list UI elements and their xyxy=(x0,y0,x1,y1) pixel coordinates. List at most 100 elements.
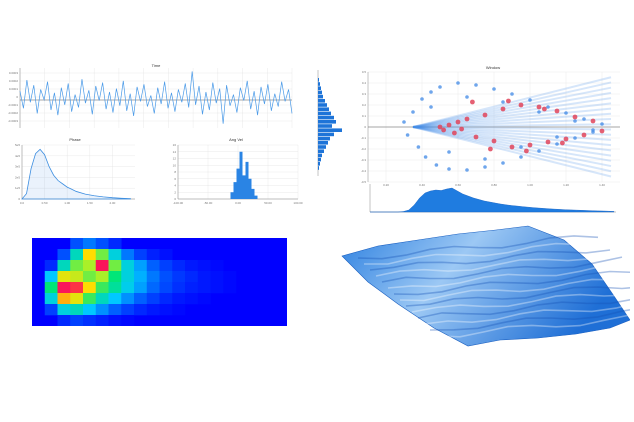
time-chart-ytick-label: -0.0002 xyxy=(8,111,19,115)
horizontal-marginal-density xyxy=(369,184,616,213)
heatmap-cell xyxy=(57,271,71,283)
time-chart-ytick-label: -0.0003 xyxy=(8,119,19,123)
heatmap-cell xyxy=(95,315,109,326)
window-chart-point xyxy=(555,142,559,146)
window-chart-point xyxy=(488,146,493,152)
window-scatter-chart: Window 0.5 0.4 0.3 0.2 0.1 0 -0.1 -0.2 -0.3 -0.4 -… xyxy=(361,65,620,187)
window-chart-point xyxy=(564,111,568,115)
ang-vel-bar xyxy=(248,178,252,199)
heatmap-cell xyxy=(70,249,84,261)
ang-vel-chart-ytick-label: 8 xyxy=(174,170,176,174)
ang-vel-chart-ytick-label: 16 xyxy=(173,143,177,147)
ang-vel-chart-bars xyxy=(230,151,258,199)
heatmap-cell xyxy=(210,271,224,283)
window-chart-xtick-label: 1.00 xyxy=(527,183,533,187)
ang-vel-chart-title: Ang Vel xyxy=(229,137,243,142)
window-chart-streak xyxy=(412,126,612,178)
heatmap-cell xyxy=(108,315,122,326)
time-chart-ytick-label: 0.0001 xyxy=(9,87,19,91)
window-chart-point xyxy=(518,102,524,108)
ang-vel-chart-xtick-label: -100.00 xyxy=(173,201,184,205)
heatmap-cell xyxy=(57,282,71,294)
surface-3d-ridges xyxy=(357,235,630,338)
ang-vel-chart-ticks: 16 14 12 10 8 6 4 2 0-100.00 -50.00 0.00 50.00 100.0… xyxy=(173,143,303,205)
heatmap-cell xyxy=(44,282,58,294)
vertical-histogram-bar xyxy=(318,166,319,170)
heatmap-cell xyxy=(197,271,211,283)
ang-vel-chart-ytick-label: 6 xyxy=(174,177,176,181)
window-chart-point xyxy=(590,118,596,124)
window-chart-point xyxy=(456,81,460,85)
ang-vel-bar xyxy=(236,168,240,199)
window-chart-point xyxy=(441,127,446,133)
window-chart-point xyxy=(591,128,595,132)
surface-3d-ridge xyxy=(435,314,630,338)
window-chart-xtick-label: 0.40 xyxy=(419,183,425,187)
window-chart-point xyxy=(582,117,586,121)
time-chart-ytick-label: 0 xyxy=(16,95,18,99)
phase-chart-xtick-label: 1.50 xyxy=(87,201,93,205)
phase-chart-ytick-label: 4e5 xyxy=(15,154,20,158)
time-chart-title: Time xyxy=(152,63,162,68)
heatmap-cell xyxy=(95,304,109,316)
phase-chart-ytick-label: 2e5 xyxy=(15,175,20,179)
heatmap-cell xyxy=(134,304,148,316)
window-chart-point xyxy=(446,122,452,128)
heatmap-cell xyxy=(134,249,148,261)
window-chart-streak xyxy=(412,126,612,147)
window-chart-point xyxy=(423,155,428,159)
heatmap-cell xyxy=(95,238,109,250)
surface-3d-ridge xyxy=(369,249,611,271)
window-chart-point xyxy=(563,136,569,142)
window-chart-point xyxy=(573,136,577,140)
heatmap-cell xyxy=(83,260,97,272)
window-chart-point xyxy=(546,105,550,109)
heatmap-cell xyxy=(159,282,173,294)
ang-vel-chart-ytick-label: 0 xyxy=(174,197,176,201)
window-chart-point xyxy=(537,149,541,153)
window-chart-points xyxy=(402,76,612,178)
vertical-histogram-bar xyxy=(318,99,325,103)
ang-vel-chart-ytick-label: 14 xyxy=(173,150,177,154)
heatmap-cell xyxy=(95,282,109,294)
heatmap-cell xyxy=(70,271,84,283)
window-chart-point xyxy=(527,142,533,148)
heatmap-cell xyxy=(108,271,122,283)
vertical-histogram-bar xyxy=(318,107,329,111)
window-chart-streak xyxy=(412,123,612,128)
heatmap-cells xyxy=(44,238,237,326)
ang-vel-chart-xtick-label: 50.00 xyxy=(264,201,272,205)
heatmap-cell xyxy=(146,249,160,261)
window-chart-point xyxy=(452,130,457,136)
heatmap-cell xyxy=(95,271,109,283)
heatmap-cell xyxy=(172,282,186,294)
heatmap-cell xyxy=(185,293,199,305)
window-chart-point xyxy=(402,120,406,124)
window-chart-point xyxy=(483,165,487,169)
heatmap-cell xyxy=(134,282,148,294)
window-chart-point xyxy=(416,145,421,149)
window-chart-point xyxy=(501,100,505,104)
phase-chart-ticks: 5e5 4e5 3e5 2e5 1e5 00.0 0.50 1.00 1.50 2.00 xyxy=(15,143,116,205)
time-chart-ytick-label: 0.0002 xyxy=(9,79,19,83)
ang-vel-chart-ytick-label: 12 xyxy=(173,157,177,161)
phase-chart-xtick-label: 2.00 xyxy=(109,201,115,205)
heatmap-cell xyxy=(134,293,148,305)
heatmap-cell xyxy=(44,260,58,272)
window-chart-point xyxy=(506,98,511,104)
surface-3d-chart xyxy=(341,225,630,347)
window-chart-ytick-label: 0.3 xyxy=(362,92,367,96)
window-chart-point xyxy=(411,110,415,114)
window-chart-point xyxy=(509,144,515,150)
surface-3d-ridge xyxy=(387,262,629,289)
window-chart-ytick-label: -0.4 xyxy=(361,169,367,173)
window-chart-point xyxy=(455,119,461,125)
heatmap-cell xyxy=(159,293,173,305)
heatmap-cell xyxy=(121,249,135,261)
window-chart-point xyxy=(537,110,541,114)
vertical-histogram-bar xyxy=(318,90,322,95)
window-chart-xtick-label: 0.60 xyxy=(455,183,461,187)
surface-3d-ridge xyxy=(393,270,630,296)
ang-vel-chart: Ang Vel 16 14 12 10 8 6 4 2 0-100.00 -50.00 0.00 50… xyxy=(173,137,303,205)
window-chart-point xyxy=(447,167,451,171)
